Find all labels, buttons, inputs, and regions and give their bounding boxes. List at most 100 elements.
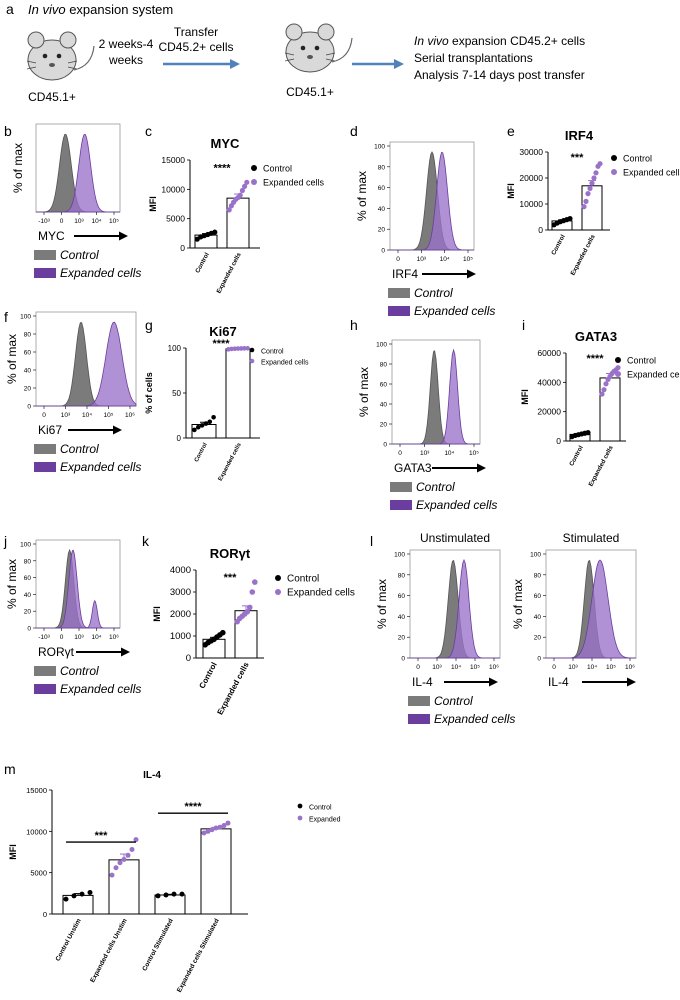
mouse-body xyxy=(285,31,335,73)
legend-expanded: Expanded cells xyxy=(60,266,141,280)
marker-arrow-head xyxy=(467,269,476,279)
y-tick-label: 40 xyxy=(378,206,386,213)
legend-dot-control xyxy=(611,155,617,161)
chart-title: Ki67 xyxy=(209,324,236,339)
legend-swatch-expanded xyxy=(390,500,412,510)
mouse-body xyxy=(27,39,77,81)
y-tick-label: 60 xyxy=(534,593,542,600)
data-point-expanded xyxy=(217,824,223,830)
data-point-control xyxy=(192,427,197,433)
outcome-line-1: In vivo expansion CD45.2+ cells xyxy=(414,34,585,48)
histogram-panel-l: l Unstimulated 0 20 40 60 80 100 0 10³ 10⁴ 10⁵ 10⁶ % … xyxy=(370,531,515,726)
y-tick-label: 2000 xyxy=(170,609,191,620)
x-tick-label: 0 xyxy=(416,664,420,671)
x-tick-label: 10⁴ xyxy=(440,256,450,263)
data-point-expanded xyxy=(583,198,589,204)
marker-label: Ki67 xyxy=(38,423,62,437)
y-tick-label: 20 xyxy=(378,227,386,234)
panel-letter: i xyxy=(522,317,525,333)
outcome-rest: expansion CD45.2+ cells xyxy=(449,34,585,48)
legend-dot-control xyxy=(297,803,303,809)
legend-control: Control xyxy=(261,349,284,356)
chart-title: IL-4 xyxy=(143,770,161,781)
category-label: Control xyxy=(568,444,585,467)
mouse-ear xyxy=(317,23,335,41)
legend-control: Control xyxy=(623,154,652,164)
panel-letter: g xyxy=(145,317,153,333)
schematic-panel: a In vivo expansion system CD45.1+ 2 weeks-… xyxy=(6,1,585,104)
marker-arrow-head xyxy=(627,677,636,687)
significance-label: **** xyxy=(212,338,230,350)
duration-line-1: 2 weeks-4 xyxy=(99,37,154,51)
y-axis-label: MFI xyxy=(8,844,18,860)
y-tick-label: 60 xyxy=(398,593,406,600)
data-point-expanded xyxy=(201,830,207,836)
category-label: Expanded cells xyxy=(218,442,243,482)
x-tick-label: 10⁵ xyxy=(109,218,119,225)
y-tick-label: 1000 xyxy=(170,631,191,642)
data-point-control xyxy=(155,893,161,899)
data-point-expanded xyxy=(129,847,135,853)
expanded-histogram xyxy=(410,558,500,659)
category-label: Expanded cells xyxy=(569,233,597,277)
data-point-expanded xyxy=(249,589,256,595)
y-tick-label: 60 xyxy=(24,575,32,582)
mouse-whiskers xyxy=(284,52,336,62)
y-tick-label: 40 xyxy=(534,614,542,621)
marker-arrow-head xyxy=(113,425,122,435)
x-tick-label: 10⁴ xyxy=(82,412,92,419)
histogram-panel-f: f 0 20 40 60 80 100 0 10³ 10⁴ 10⁵ 10⁶ % of max Ki67 Co… xyxy=(4,309,141,474)
data-point-expanded xyxy=(225,820,231,826)
legend-swatch-control xyxy=(388,288,410,298)
y-tick-label: 40000 xyxy=(537,377,561,387)
legend-control: Control xyxy=(309,805,332,812)
y-tick-label: 0 xyxy=(383,442,387,449)
legend-control: Control xyxy=(60,442,99,456)
legend-control: Control xyxy=(263,164,292,174)
data-point-expanded xyxy=(213,825,219,831)
x-tick-label: 10³ xyxy=(74,634,84,641)
donor-mouse-icon xyxy=(26,31,95,81)
data-point-control xyxy=(71,893,77,899)
x-tick-label: 10³ xyxy=(420,450,430,457)
histogram-y-label: % of max xyxy=(355,171,369,221)
mouse-nose xyxy=(49,63,55,67)
mouse-ear xyxy=(285,23,303,41)
transfer-line-2: CD45.2+ cells xyxy=(158,40,233,54)
legend-control: Control xyxy=(434,694,473,708)
y-tick-label: 20 xyxy=(534,635,542,642)
category-label: Control xyxy=(194,251,211,274)
category-label: Expanded cells Stimulated xyxy=(176,918,221,994)
category-label: Expanded cells xyxy=(215,660,251,716)
data-point-expanded xyxy=(601,387,607,393)
x-tick-label: 10⁴ xyxy=(91,634,101,641)
significance-label: **** xyxy=(184,801,202,813)
data-point-expanded xyxy=(226,207,232,213)
legend-dot-expanded xyxy=(249,358,255,364)
data-point-control xyxy=(199,423,205,428)
data-point-expanded xyxy=(615,365,621,371)
histogram-panel-h: h 0 20 40 60 80 100 0 10³ 10⁴ 10⁵ % of max GATA3 Cont… xyxy=(350,317,497,512)
y-tick-label: 20 xyxy=(24,386,32,393)
panel-letter: e xyxy=(507,123,515,139)
legend-expanded: Expanded cells xyxy=(60,460,141,474)
legend-dot-expanded xyxy=(275,589,281,595)
data-point-expanded xyxy=(209,827,215,833)
y-tick-label: 0 xyxy=(537,656,541,663)
y-tick-label: 80 xyxy=(534,572,542,579)
x-tick-label: 10³ xyxy=(417,256,427,263)
y-tick-label: 10000 xyxy=(26,827,47,836)
legend-expanded: Expanded cells xyxy=(414,304,495,318)
histogram-y-label: % of max xyxy=(375,579,389,629)
data-point-expanded xyxy=(133,837,139,843)
data-point-expanded xyxy=(221,823,227,829)
legend-dot-control xyxy=(251,165,257,171)
marker-label: IRF4 xyxy=(392,267,418,281)
y-tick-label: 20 xyxy=(24,609,32,616)
recipient-label: CD45.1+ xyxy=(286,85,334,99)
legend-dot-expanded xyxy=(611,169,617,175)
mouse-whiskers xyxy=(26,60,78,70)
